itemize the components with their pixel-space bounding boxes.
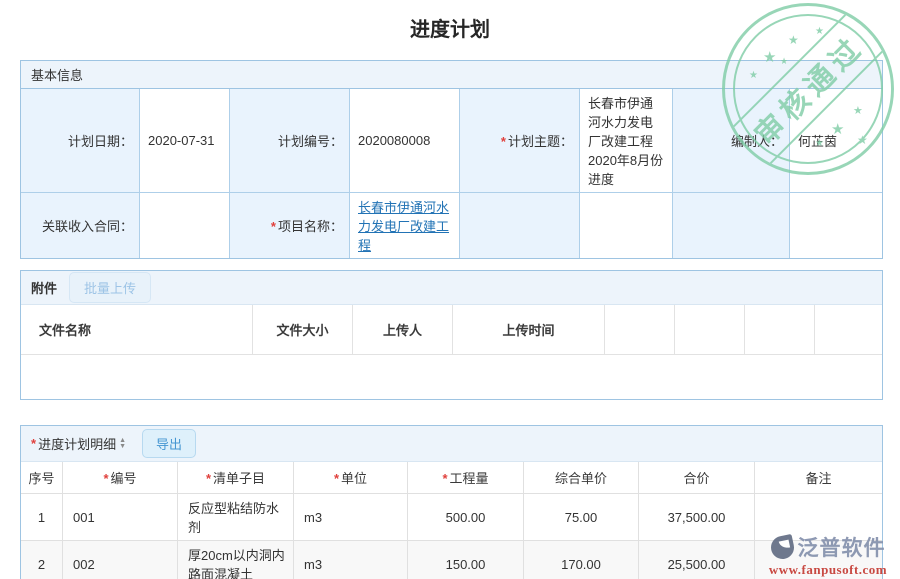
creator-value: 何芷茵 <box>790 89 883 193</box>
cell-total: 25,500.00 <box>639 541 755 579</box>
attachments-header: 附件 <box>31 281 58 296</box>
col-uploader: 上传人 <box>353 305 453 355</box>
plan-date-label: 计划日期： <box>21 89 140 193</box>
cell-unit: m3 <box>294 494 408 541</box>
fanpu-watermark: 泛普软件 www.fanpusoft.com <box>762 532 894 578</box>
plan-no-value: 2020080008 <box>350 89 460 193</box>
cell-item: 反应型粘结防水剂 <box>178 494 294 541</box>
cell-total: 37,500.00 <box>639 494 755 541</box>
col-file-size: 文件大小 <box>253 305 353 355</box>
cell-seq: 2 <box>21 541 63 579</box>
related-contract-value <box>140 193 230 258</box>
plan-no-label: 计划编号： <box>230 89 350 193</box>
brand-url: www.fanpusoft.com <box>768 562 888 577</box>
col-total: 合价 <box>639 462 755 494</box>
page-title: 进度计划 <box>410 19 490 41</box>
brand-name: 泛普软件 <box>797 537 886 560</box>
cell-unit: m3 <box>294 541 408 579</box>
col-upload-time: 上传时间 <box>453 305 605 355</box>
required-marker: * <box>270 219 276 234</box>
cell-code: 001 <box>63 494 178 541</box>
table-row: 1 001 反应型粘结防水剂 m3 500.00 75.00 37,500.00 <box>21 494 883 541</box>
sort-icon[interactable]: ▲ ▼ <box>119 436 127 450</box>
col-code: * 编号 <box>63 462 178 494</box>
creator-label: 编制人： <box>673 89 790 193</box>
progress-detail-section: * 进度计划明细 ▲ ▼ 导出 序号 * 编号 * 清单子目 * 单位 * 工程量 综合单… <box>20 425 884 579</box>
fanpu-logo-icon <box>768 533 796 561</box>
basic-info-section: 基本信息 计划日期： 2020-07-31 计划编号： 2020080008 *… <box>20 60 884 259</box>
col-quantity: * 工程量 <box>408 462 524 494</box>
col-empty <box>605 305 675 355</box>
col-item: * 清单子目 <box>178 462 294 494</box>
col-remark: 备注 <box>755 462 883 494</box>
project-name-label: * 项目名称： <box>230 193 350 258</box>
related-contract-label: 关联收入合同： <box>21 193 140 258</box>
cell-remark <box>755 494 883 541</box>
attachments-section: 附件 批量上传 文件名称 文件大小 上传人 上传时间 <box>20 270 884 400</box>
project-name-link[interactable]: 长春市伊通河水力发电厂改建工程 <box>358 200 450 253</box>
empty-label-cell <box>460 193 580 258</box>
project-name-value: 长春市伊通河水力发电厂改建工程 <box>350 193 460 258</box>
plan-subject-label: * 计划主题： <box>460 89 580 193</box>
attachments-empty-body <box>21 355 883 399</box>
empty-value-cell <box>790 193 883 258</box>
col-unit: * 单位 <box>294 462 408 494</box>
required-marker: * <box>500 134 506 149</box>
col-unit-price: 综合单价 <box>524 462 639 494</box>
col-empty <box>675 305 745 355</box>
col-file-name: 文件名称 <box>21 305 253 355</box>
empty-label-cell <box>673 193 790 258</box>
col-seq: 序号 <box>21 462 63 494</box>
detail-header-row: 序号 * 编号 * 清单子目 * 单位 * 工程量 综合单价 合价 备注 <box>21 462 883 494</box>
table-row: 2 002 厚20cm以内洞内路面混凝土 m3 150.00 170.00 25… <box>21 541 883 579</box>
cell-item: 厚20cm以内洞内路面混凝土 <box>178 541 294 579</box>
batch-upload-button[interactable]: 批量上传 <box>69 272 152 303</box>
attachments-header-row: 文件名称 文件大小 上传人 上传时间 <box>21 305 883 355</box>
cell-unit-price: 170.00 <box>524 541 639 579</box>
basic-info-row-2: 关联收入合同： * 项目名称： 长春市伊通河水力发电厂改建工程 <box>21 193 883 258</box>
required-marker: * <box>31 436 37 451</box>
cell-unit-price: 75.00 <box>524 494 639 541</box>
cell-seq: 1 <box>21 494 63 541</box>
col-empty <box>815 305 883 355</box>
cell-quantity: 150.00 <box>408 541 524 579</box>
detail-section-title: 进度计划明细 <box>38 437 117 452</box>
basic-info-header: 基本信息 <box>21 61 883 89</box>
cell-code: 002 <box>63 541 178 579</box>
cell-quantity: 500.00 <box>408 494 524 541</box>
export-button[interactable]: 导出 <box>142 429 197 458</box>
plan-subject-value: 长春市伊通河水力发电厂改建工程2020年8月份进度 <box>580 89 673 193</box>
plan-date-value: 2020-07-31 <box>140 89 230 193</box>
basic-info-row-1: 计划日期： 2020-07-31 计划编号： 2020080008 * 计划主题：… <box>21 89 883 193</box>
empty-value-cell <box>580 193 673 258</box>
col-empty <box>745 305 815 355</box>
